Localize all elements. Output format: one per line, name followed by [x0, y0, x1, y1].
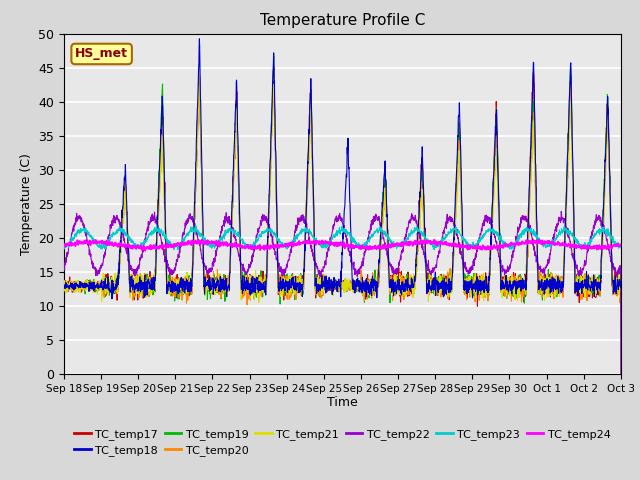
Line: TC_temp18: TC_temp18 [64, 39, 621, 299]
TC_temp17 [474, 303, 481, 309]
TC_temp20 [505, 290, 513, 296]
TC_temp19 [216, 279, 223, 285]
Text: HS_met: HS_met [75, 48, 128, 60]
Line: TC_temp20: TC_temp20 [64, 70, 621, 305]
TC_temp18 [216, 281, 223, 287]
TC_temp20 [584, 285, 591, 290]
TC_temp17 [270, 65, 278, 71]
TC_temp17 [584, 288, 591, 293]
TC_temp21 [568, 148, 576, 154]
TC_temp21 [584, 285, 591, 291]
TC_temp18 [371, 277, 379, 283]
TC_temp18 [584, 285, 591, 291]
TC_temp22 [557, 209, 565, 215]
TC_temp22 [60, 266, 68, 272]
TC_temp18 [108, 296, 116, 302]
TC_temp22 [358, 261, 366, 266]
Title: Temperature Profile C: Temperature Profile C [260, 13, 425, 28]
TC_temp17 [617, 285, 625, 290]
TC_temp17 [505, 284, 513, 289]
TC_temp23 [617, 242, 625, 248]
TC_temp21 [60, 282, 68, 288]
TC_temp20 [359, 284, 367, 290]
TC_temp20 [243, 302, 251, 308]
TC_temp24 [505, 242, 513, 248]
TC_temp24 [216, 244, 223, 250]
TC_temp21 [255, 300, 262, 306]
TC_temp18 [359, 285, 367, 290]
TC_temp24 [359, 245, 367, 251]
Line: TC_temp17: TC_temp17 [64, 68, 621, 306]
TC_temp19 [505, 275, 513, 280]
Y-axis label: Temperature (C): Temperature (C) [20, 153, 33, 255]
TC_temp21 [371, 279, 379, 285]
TC_temp22 [216, 238, 223, 243]
TC_temp21 [617, 280, 625, 286]
TC_temp20 [617, 277, 625, 283]
TC_temp24 [431, 237, 438, 242]
TC_temp23 [505, 243, 513, 249]
TC_temp21 [196, 72, 204, 78]
TC_temp22 [568, 247, 575, 253]
TC_temp23 [371, 230, 379, 236]
TC_temp21 [216, 285, 223, 291]
TC_temp19 [60, 279, 68, 285]
TC_temp24 [584, 245, 591, 251]
TC_temp19 [617, 284, 625, 290]
TC_temp18 [196, 36, 204, 42]
TC_temp19 [359, 279, 367, 285]
TC_temp19 [270, 53, 278, 59]
TC_temp20 [216, 288, 223, 293]
Legend: TC_temp17, TC_temp18, TC_temp19, TC_temp20, TC_temp21, TC_temp22, TC_temp23, TC_: TC_temp17, TC_temp18, TC_temp19, TC_temp… [70, 424, 615, 460]
TC_temp20 [60, 286, 68, 292]
TC_temp20 [568, 146, 576, 152]
TC_temp22 [504, 265, 512, 271]
TC_temp24 [568, 243, 576, 249]
TC_temp17 [371, 284, 379, 289]
TC_temp24 [617, 242, 625, 248]
TC_temp23 [430, 247, 438, 252]
TC_temp20 [371, 281, 379, 287]
TC_temp21 [505, 280, 513, 286]
TC_temp24 [60, 243, 68, 249]
Line: TC_temp21: TC_temp21 [64, 75, 621, 303]
TC_temp18 [505, 289, 513, 295]
Line: TC_temp22: TC_temp22 [64, 212, 621, 374]
Line: TC_temp23: TC_temp23 [64, 225, 621, 250]
TC_temp23 [216, 239, 223, 245]
TC_temp20 [270, 67, 278, 72]
TC_temp21 [359, 292, 367, 298]
TC_temp19 [371, 267, 379, 273]
TC_temp23 [584, 241, 591, 247]
TC_temp17 [359, 293, 367, 299]
TC_temp22 [584, 248, 591, 254]
TC_temp17 [216, 286, 223, 292]
Line: TC_temp24: TC_temp24 [64, 240, 621, 251]
TC_temp17 [568, 128, 576, 134]
Line: TC_temp19: TC_temp19 [64, 56, 621, 304]
TC_temp19 [584, 286, 591, 291]
TC_temp23 [359, 241, 367, 247]
TC_temp23 [60, 246, 68, 252]
TC_temp24 [141, 248, 149, 254]
TC_temp19 [276, 301, 284, 307]
TC_temp22 [617, 372, 625, 377]
TC_temp23 [153, 222, 161, 228]
TC_temp18 [60, 282, 68, 288]
TC_temp18 [568, 133, 576, 139]
TC_temp22 [371, 218, 378, 224]
TC_temp17 [60, 284, 68, 289]
X-axis label: Time: Time [327, 396, 358, 408]
TC_temp24 [371, 244, 379, 250]
TC_temp18 [617, 279, 625, 285]
TC_temp23 [568, 230, 576, 236]
TC_temp19 [568, 128, 576, 133]
